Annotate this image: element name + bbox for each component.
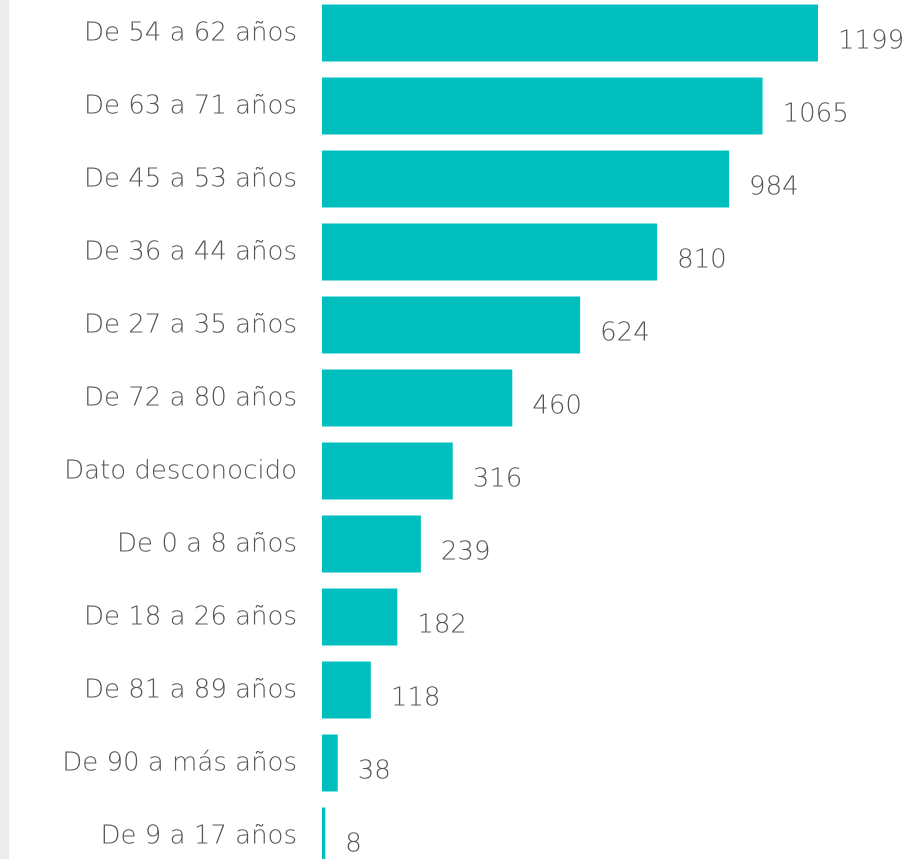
bar <box>322 807 326 859</box>
category-label: De 90 a más años <box>62 748 297 778</box>
bar <box>322 734 338 792</box>
left-edge <box>0 0 9 859</box>
value-label: 624 <box>600 318 650 348</box>
category-label: De 27 a 35 años <box>84 310 297 340</box>
value-label: 8 <box>345 829 362 859</box>
value-label: 984 <box>749 172 799 202</box>
category-label: De 81 a 89 años <box>84 675 297 705</box>
bar <box>322 223 658 281</box>
value-label: 118 <box>391 683 441 713</box>
bar <box>322 661 371 719</box>
category-label: Dato desconocido <box>64 456 297 486</box>
bar <box>322 77 763 135</box>
category-label: De 0 a 8 años <box>117 529 297 559</box>
category-label: De 63 a 71 años <box>84 91 297 121</box>
bar <box>322 296 581 354</box>
value-label: 182 <box>417 610 467 640</box>
category-label: De 54 a 62 años <box>84 18 297 48</box>
value-label: 460 <box>532 391 582 421</box>
category-label: De 45 a 53 años <box>84 164 297 194</box>
bar <box>322 4 818 62</box>
category-label: De 72 a 80 años <box>84 383 297 413</box>
bar <box>322 150 730 208</box>
value-label: 810 <box>677 245 727 275</box>
value-label: 38 <box>358 756 391 786</box>
category-label: De 9 a 17 años <box>101 821 298 851</box>
bar <box>322 442 453 500</box>
bar <box>322 588 398 646</box>
category-label: De 18 a 26 años <box>84 602 297 632</box>
category-label: De 36 a 44 años <box>84 237 297 267</box>
value-label: 1199 <box>838 26 904 56</box>
value-label: 1065 <box>783 99 849 129</box>
value-label: 316 <box>473 464 523 494</box>
bar <box>322 369 513 427</box>
value-label: 239 <box>441 537 491 567</box>
bar <box>322 515 421 573</box>
